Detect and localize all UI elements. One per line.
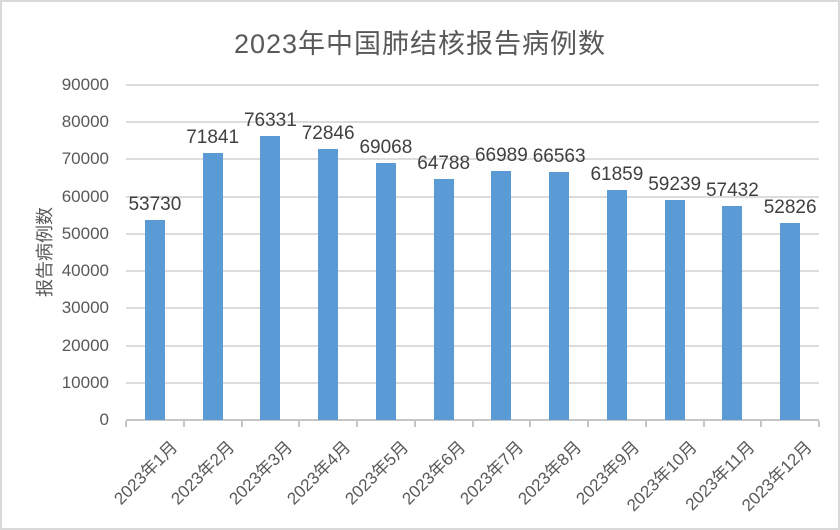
x-axis-tick: [587, 421, 589, 427]
gridline: [126, 270, 819, 273]
plot-area: 53730 71841 76331 72846 69068 64788 66989 66563…: [125, 84, 820, 427]
bar-value-label: 52826: [763, 197, 817, 219]
bar-value-label: 59239: [648, 173, 702, 195]
gridline: [126, 158, 819, 161]
gridline: [126, 84, 819, 86]
y-tick-label: 10000: [61, 372, 109, 392]
y-tick-label: 0: [99, 410, 109, 429]
y-tick-label: 30000: [61, 298, 109, 318]
gridline: [126, 195, 819, 198]
bar-value-label: 64788: [417, 152, 471, 174]
bar: [664, 199, 685, 420]
bar-value-label: 66989: [474, 144, 528, 166]
x-axis-tick: [702, 421, 705, 427]
bar: [433, 178, 454, 420]
bar: [202, 152, 223, 420]
gridline: [126, 307, 819, 310]
chart-title: 2023年中国肺结核报告病例数: [233, 29, 607, 59]
gridline: [126, 381, 819, 384]
x-axis-tick: [240, 421, 243, 427]
x-axis-tick: [356, 421, 358, 427]
bar-value-label: 57432: [705, 180, 759, 202]
x-axis-tick: [818, 421, 820, 427]
x-axis-tick: [529, 421, 532, 427]
gridline: [126, 121, 819, 124]
bar-value-label: 72846: [301, 122, 355, 144]
x-axis-tick: [644, 421, 647, 427]
bar: [780, 223, 801, 420]
bar-value-label: 76331: [243, 109, 297, 131]
x-axis-tick: [760, 421, 763, 427]
bar: [606, 189, 627, 420]
bar-value-label: 53730: [128, 194, 182, 215]
x-axis-tick: [471, 421, 474, 427]
bar: [318, 148, 339, 420]
x-axis-tick: [182, 421, 185, 427]
x-axis-tick: [413, 421, 416, 427]
bar: [144, 220, 165, 420]
gridline: [126, 232, 819, 235]
bar: [722, 206, 743, 420]
y-tick-label: 90000: [61, 75, 109, 94]
gridline: [126, 344, 819, 347]
y-tick-label: 50000: [61, 223, 109, 243]
bar-value-label: 61859: [590, 163, 644, 185]
y-tick-label: 40000: [61, 261, 109, 281]
bar-value-label: 69068: [359, 136, 413, 158]
y-tick-label: 20000: [61, 335, 109, 355]
x-axis-tick: [298, 421, 301, 427]
y-tick-label: 70000: [61, 149, 109, 169]
x-axis-line: [126, 419, 819, 421]
bar: [375, 162, 396, 420]
y-axis-title: 报告病例数: [35, 207, 55, 297]
y-tick-label: 80000: [61, 112, 109, 132]
bar-value-label: 71841: [186, 126, 240, 148]
bar: [260, 135, 281, 420]
bar: [549, 172, 570, 420]
y-tick-label: 60000: [61, 186, 109, 206]
bar: [491, 170, 512, 420]
x-axis-tick: [125, 421, 127, 427]
bar-value-label: 66563: [532, 146, 586, 168]
